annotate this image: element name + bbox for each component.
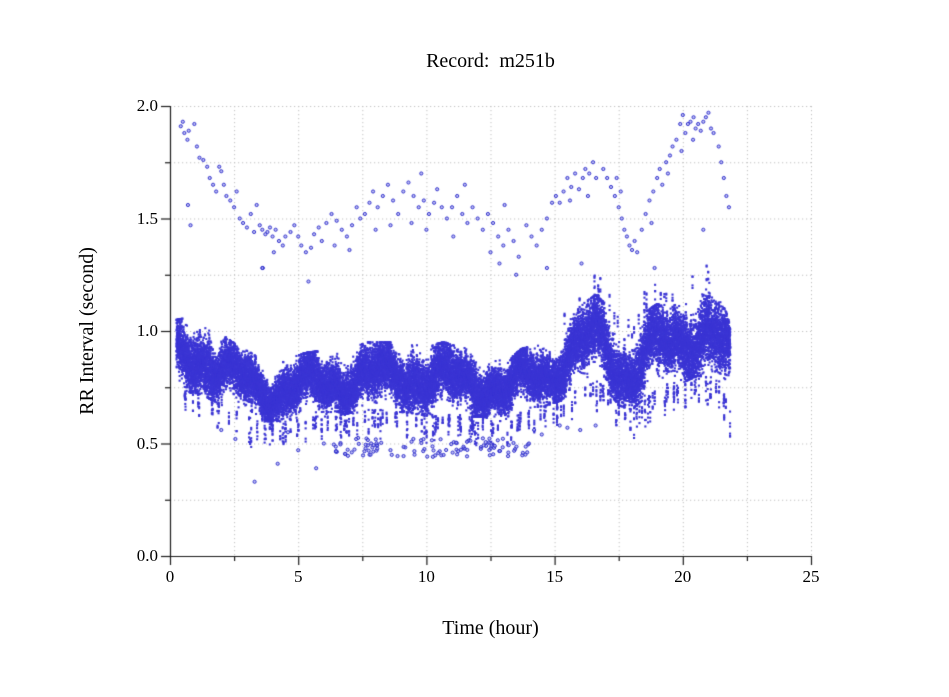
y-tick-label: 2.0 [136,96,158,115]
y-tick-label: 1.5 [136,208,158,228]
x-tick-label: 0 [165,567,175,586]
x-tick-label: 20 [674,567,692,586]
y-tick-label: 0.5 [136,433,158,453]
x-tick-label: 15 [546,567,564,586]
x-tick-label: 25 [802,567,820,586]
x-axis-label: Time (hour) [442,617,539,639]
y-tick-label: 1.0 [136,321,158,340]
y-tick-label: 0.0 [136,546,158,565]
chart-title: Record: m251b [426,50,555,72]
x-tick-label: 10 [417,567,435,586]
x-tick-label: 5 [293,567,303,586]
